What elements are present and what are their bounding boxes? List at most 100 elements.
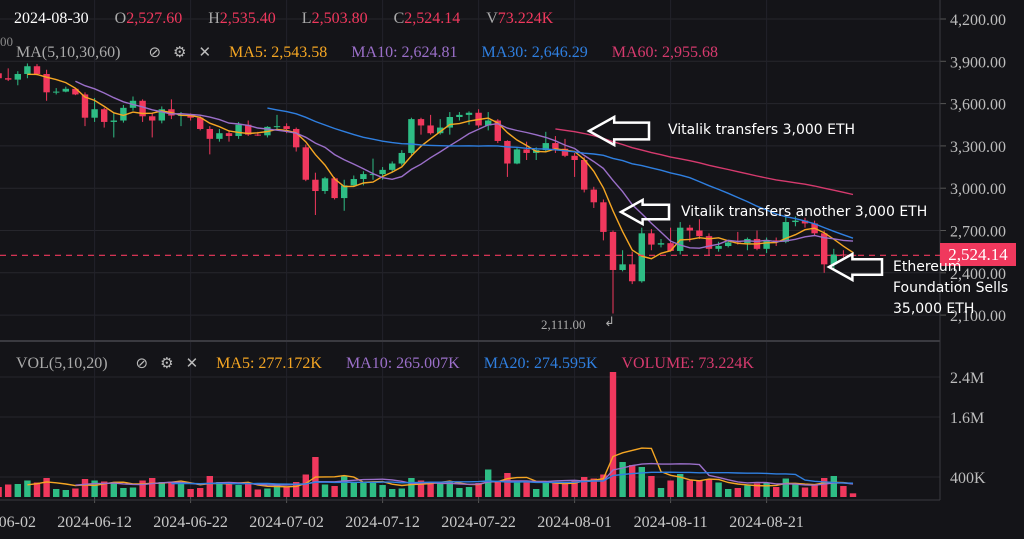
volume-bar	[792, 484, 799, 497]
volume-bar	[62, 490, 69, 497]
candle-body	[782, 222, 789, 242]
candle-body	[369, 174, 377, 176]
candle-body	[206, 128, 213, 139]
candle-body	[158, 109, 165, 121]
candle-body	[283, 126, 290, 129]
close-icon[interactable]: ✕	[185, 354, 199, 372]
volume-bar	[101, 481, 108, 497]
volume-bar	[129, 487, 137, 497]
annotation-ef-sells: Ethereum Foundation Sells 35,000 ETH	[893, 259, 1009, 317]
volume-bar	[14, 484, 21, 497]
candle-body	[197, 117, 204, 129]
candle-body	[417, 119, 425, 126]
volume-bar	[437, 483, 444, 497]
gear-icon[interactable]: ⚙	[173, 43, 187, 61]
annotation-arrow-icon	[618, 197, 671, 227]
volume-bar	[686, 480, 693, 497]
candle-body	[840, 254, 847, 256]
price-tick-label: 2,400.00	[950, 266, 1006, 283]
volume-bar	[43, 478, 50, 497]
last-price-tag: 2,524.14	[940, 243, 1016, 266]
volume-bar	[72, 488, 79, 497]
volume-bar	[408, 478, 415, 497]
candle-body	[245, 124, 252, 135]
annotation-arrow-icon	[826, 251, 884, 283]
eye-slash-icon[interactable]: ⊘	[148, 43, 162, 61]
candle-body	[619, 264, 626, 270]
candle-body	[427, 125, 434, 134]
volume-bar	[600, 474, 607, 497]
volume-bar	[504, 473, 511, 497]
price-tick-label: 3,900.00	[950, 54, 1006, 71]
volume-tick-label: 400K	[950, 470, 986, 487]
volume-bar	[91, 480, 98, 497]
volume-bar	[177, 482, 185, 497]
candle-body	[523, 149, 530, 153]
candle-body	[0, 73, 2, 79]
volume-bar	[552, 482, 559, 497]
volume-value: 73.224K	[497, 10, 554, 27]
candle-body	[725, 242, 732, 247]
ma-legend-title: MA(5,10,30,60)	[16, 44, 121, 61]
low-marker-arrow-icon: ↲	[604, 314, 615, 329]
candle-body	[446, 116, 453, 128]
volume-bar	[465, 487, 473, 497]
ma5-line	[27, 73, 854, 260]
ma10-line	[75, 80, 854, 249]
candle-body	[542, 143, 549, 151]
candle-body	[254, 134, 261, 136]
volume-bar	[110, 482, 117, 497]
price-tick-label: 2,700.00	[950, 224, 1006, 241]
volume-bar	[744, 485, 751, 497]
candle-body	[33, 66, 41, 74]
candle-body	[465, 112, 473, 115]
time-tick-label: 2024-08-11	[634, 514, 708, 531]
candle-body	[600, 202, 607, 232]
volume-bar	[33, 482, 41, 497]
volume-bar	[158, 482, 165, 497]
volume-bar	[561, 483, 569, 497]
gear-icon[interactable]: ⚙	[160, 354, 174, 372]
volume-bar	[667, 480, 674, 497]
close-value: 2,524.14	[404, 10, 461, 27]
candle-body	[321, 178, 329, 192]
volume-bar	[417, 480, 425, 497]
volume-bar	[321, 484, 329, 497]
volume-bar	[753, 483, 761, 497]
ma30-value: MA30: 2,646.29	[481, 44, 588, 61]
ma10-value: MA10: 2,624.81	[351, 44, 458, 61]
eye-slash-icon[interactable]: ⊘	[135, 354, 149, 372]
volume-bar	[197, 488, 204, 497]
candle-body	[609, 231, 617, 270]
volume-bar	[533, 489, 540, 497]
volume-bar	[350, 482, 357, 497]
vol-legend-title: VOL(5,10,20)	[16, 355, 108, 372]
volume-bar	[475, 483, 482, 497]
volume-bar	[523, 482, 530, 497]
volume-bar	[293, 482, 300, 497]
ma5-value: MA5: 2,543.58	[229, 44, 328, 61]
candle-body	[302, 147, 309, 180]
candle-body	[149, 116, 156, 121]
candle-body	[341, 185, 348, 199]
candle-body	[571, 155, 578, 160]
volume-bar	[302, 474, 309, 497]
volume-tick-label: 2.4M	[950, 370, 984, 387]
candle-body	[5, 78, 12, 80]
volume-bar	[590, 478, 597, 497]
volume-bar	[24, 480, 31, 497]
volume-bar	[283, 486, 290, 497]
volume-bar	[485, 469, 492, 497]
candle-body	[225, 133, 233, 137]
candle-body	[561, 148, 569, 156]
time-tick-label: 2024-07-02	[249, 514, 324, 531]
candle-body	[216, 133, 223, 139]
volume-bar	[398, 488, 405, 497]
candle-body	[293, 128, 300, 148]
candle-body	[657, 243, 665, 245]
vol-ma10-value: MA10: 265.007K	[345, 355, 460, 372]
ma30-line	[267, 107, 854, 239]
close-icon[interactable]: ✕	[198, 43, 212, 61]
candle-body	[120, 107, 127, 121]
